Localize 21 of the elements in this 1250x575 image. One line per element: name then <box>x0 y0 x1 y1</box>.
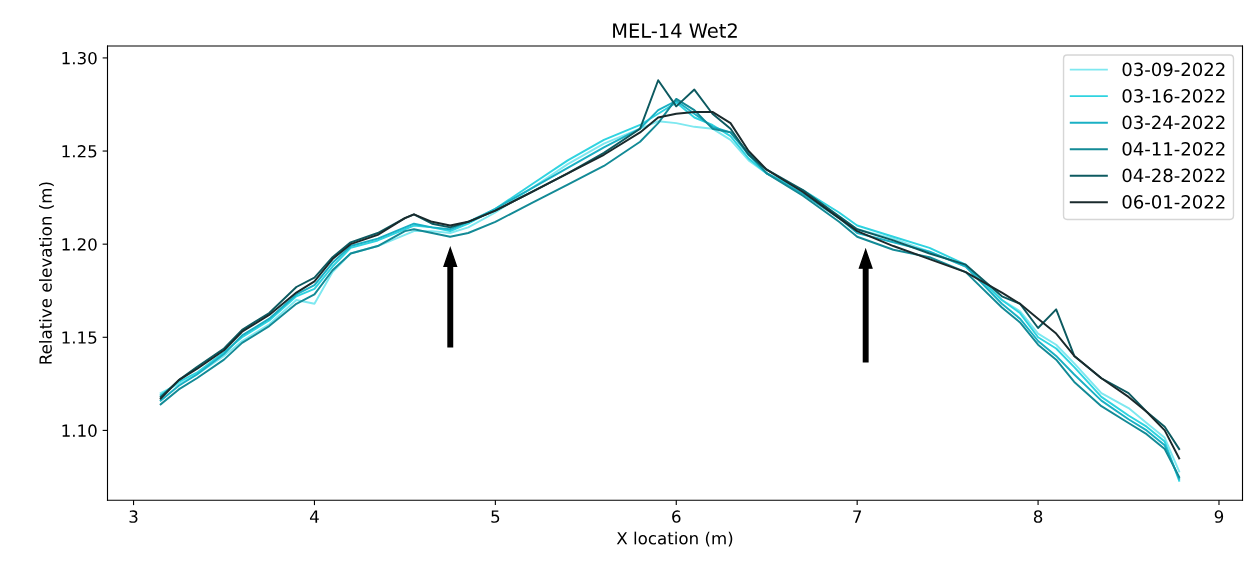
x-tick-label: 7 <box>853 510 862 523</box>
legend-label: 03-16-2022 <box>1122 89 1225 103</box>
y-axis-title: Relative elevation (m) <box>38 182 54 364</box>
x-tick-label: 8 <box>1033 510 1043 523</box>
legend-label: 03-09-2022 <box>1122 62 1225 77</box>
x-tick-label: 6 <box>672 510 681 523</box>
y-tick-label: 1.25 <box>62 145 97 158</box>
y-tick-label: 1.30 <box>62 51 97 65</box>
legend-label: 03-24-2022 <box>1122 115 1225 130</box>
legend-label: 04-28-2022 <box>1122 168 1225 183</box>
y-tick-label: 1.20 <box>62 238 97 251</box>
x-axis-title: X location (m) <box>616 531 733 547</box>
x-tick-label: 3 <box>129 510 138 523</box>
chart-title: MEL-14 Wet2 <box>613 23 737 38</box>
legend-label: 04-11-2022 <box>1122 142 1225 156</box>
legend-label: 06-01-2022 <box>1122 195 1225 209</box>
x-tick-label: 9 <box>1214 510 1224 523</box>
x-tick-label: 4 <box>309 510 319 523</box>
y-tick-label: 1.15 <box>62 331 97 344</box>
y-tick-label: 1.10 <box>62 424 97 437</box>
x-tick-label: 5 <box>491 510 500 523</box>
